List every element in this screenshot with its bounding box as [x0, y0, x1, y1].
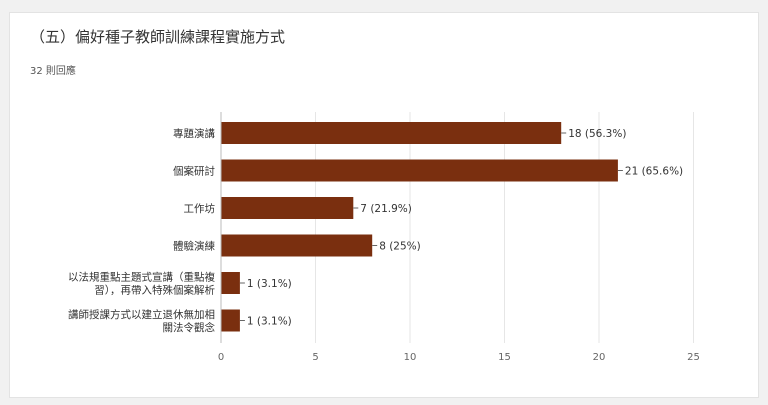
category-label: 工作坊	[184, 202, 216, 215]
category-label: 習），再帶入特殊個案解析	[94, 284, 215, 297]
x-tick-label: 15	[498, 352, 511, 363]
category-label: 專題演講	[173, 127, 215, 140]
response-count: 32 則回應	[30, 66, 76, 77]
x-tick-label: 25	[687, 352, 700, 363]
grid-lines	[315, 112, 694, 343]
bar	[221, 272, 240, 294]
chart-card	[9, 12, 759, 398]
bar	[221, 122, 562, 144]
bar	[221, 159, 618, 182]
value-label: 21 (65.6%)	[625, 166, 683, 178]
x-axis-ticks: 0 5 10 15 20 25	[218, 352, 700, 363]
x-tick-label: 10	[404, 352, 417, 363]
value-label: 7 (21.9%)	[360, 203, 412, 215]
labels: 18 (56.3%) 專題演講 21 (65.6%) 個案研討 7 (21.9%) 工作坊…	[68, 127, 683, 334]
category-label: 體驗演練	[173, 240, 215, 253]
category-label: 以法規重點主題式宣講（重點複	[68, 271, 215, 284]
chart-title: （五）偏好種子教師訓練課程實施方式	[30, 28, 286, 46]
bar	[221, 309, 240, 332]
value-label: 8 (25%)	[379, 241, 421, 253]
category-label: 關法令觀念	[163, 321, 216, 334]
x-tick-label: 0	[218, 352, 224, 363]
category-label: 講師授課方式以建立退休無加相	[68, 308, 215, 321]
bar	[221, 197, 354, 219]
value-label: 1 (3.1%)	[247, 278, 292, 290]
x-tick-label: 20	[593, 352, 606, 363]
category-label: 個案研討	[173, 165, 215, 178]
x-tick-label: 5	[312, 352, 318, 363]
bars	[221, 122, 618, 332]
bar	[221, 234, 373, 257]
value-label: 18 (56.3%)	[568, 128, 626, 140]
value-label: 1 (3.1%)	[247, 316, 292, 328]
